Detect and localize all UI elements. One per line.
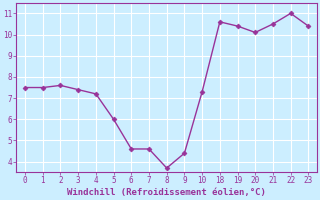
X-axis label: Windchill (Refroidissement éolien,°C): Windchill (Refroidissement éolien,°C)	[67, 188, 266, 197]
